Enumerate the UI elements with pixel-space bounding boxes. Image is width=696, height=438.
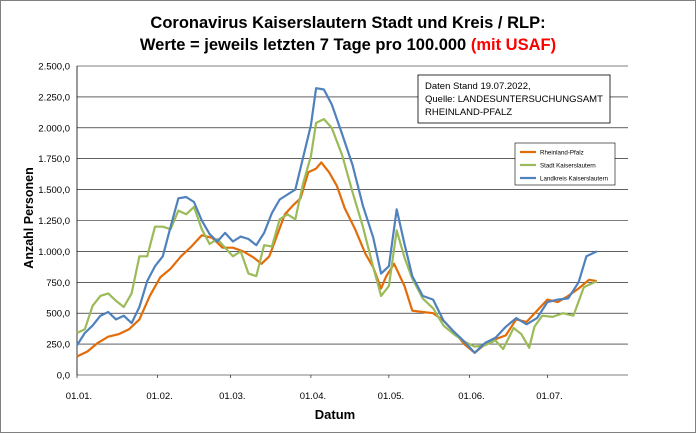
series-line-1 (76, 161, 597, 358)
x-tick-label: 01.06. (458, 391, 484, 402)
annotation-line-3: RHEINLAND-PFALZ (425, 107, 512, 118)
y-tick-label: 1.500,0 (38, 185, 70, 196)
x-tick-label: 01.01. (66, 391, 92, 402)
annotation-line-1: Daten Stand 19.07.2022, (425, 81, 531, 92)
y-tick-label: 1.000,0 (38, 247, 70, 258)
series-line-2 (76, 117, 598, 351)
x-tick-label: 01.05. (378, 391, 404, 402)
chart-title-line2-highlight: (mit USAF) (471, 36, 556, 54)
y-tick-label: 250,0 (46, 340, 70, 351)
chart-title-line1: Coronavirus Kaiserslautern Stadt und Kre… (150, 14, 545, 32)
x-tick-label: 01.04. (300, 391, 326, 402)
x-axis-label: Datum (315, 407, 355, 422)
series-lines (76, 87, 598, 358)
axes: 0,0 250,0 500,0 750,0 1.000,0 1.250,0 1.500,0 1… (38, 62, 562, 403)
x-tick-label: 01.03. (219, 391, 245, 402)
y-tick-label: 500,0 (46, 309, 70, 320)
legend-label: Landkreis Kaiserslautern (540, 176, 609, 183)
y-tick-label: 750,0 (46, 278, 70, 289)
legend-label: Stadt Kaiserslautern (540, 163, 596, 170)
y-tick-label: 1.250,0 (38, 216, 70, 227)
y-tick-label: 2.250,0 (38, 92, 70, 103)
gridlines (77, 65, 628, 376)
legend: Rheinland-Pfalz Stadt Kaiserslautern Landk… (514, 142, 616, 186)
legend-label: Rheinland-Pfalz (540, 150, 584, 157)
x-tick-label: 01.02. (146, 391, 172, 402)
chart-title-line2: Werte = jeweils letzten 7 Tage pro 100.0… (140, 36, 556, 54)
y-tick-label: 1.750,0 (38, 154, 70, 165)
y-tick-label: 2.000,0 (38, 123, 70, 134)
y-axis-label: Anzahl Personen (22, 167, 36, 268)
chart-title-line2-main: Werte = jeweils letzten 7 Tage pro 100.0… (140, 36, 471, 54)
series-line-3 (76, 87, 598, 354)
annotation-line-2: Quelle: LANDESUNTERSUCHUNGSAMT (425, 94, 603, 105)
y-tick-label: 0,0 (57, 371, 70, 382)
y-tick-label: 2.500,0 (38, 62, 70, 73)
annotation-box: Daten Stand 19.07.2022, Quelle: LANDESUN… (417, 74, 611, 124)
x-tick-label: 01.07. (536, 391, 562, 402)
